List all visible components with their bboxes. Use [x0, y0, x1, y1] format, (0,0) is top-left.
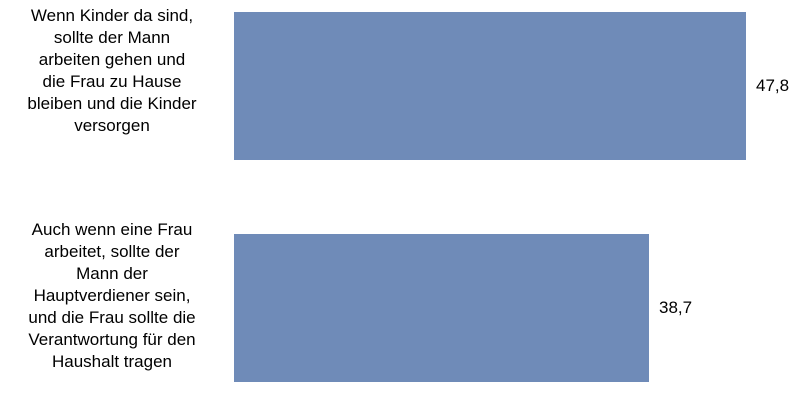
category-label: Auch wenn eine Frau arbeitet, sollte der… [28, 220, 196, 371]
category-label: Wenn Kinder da sind, sollte der Mann arb… [27, 6, 197, 135]
data-label: 38,7 [659, 298, 693, 317]
data-label: 47,8 [756, 76, 790, 95]
bar [234, 234, 649, 382]
bar [234, 12, 746, 160]
